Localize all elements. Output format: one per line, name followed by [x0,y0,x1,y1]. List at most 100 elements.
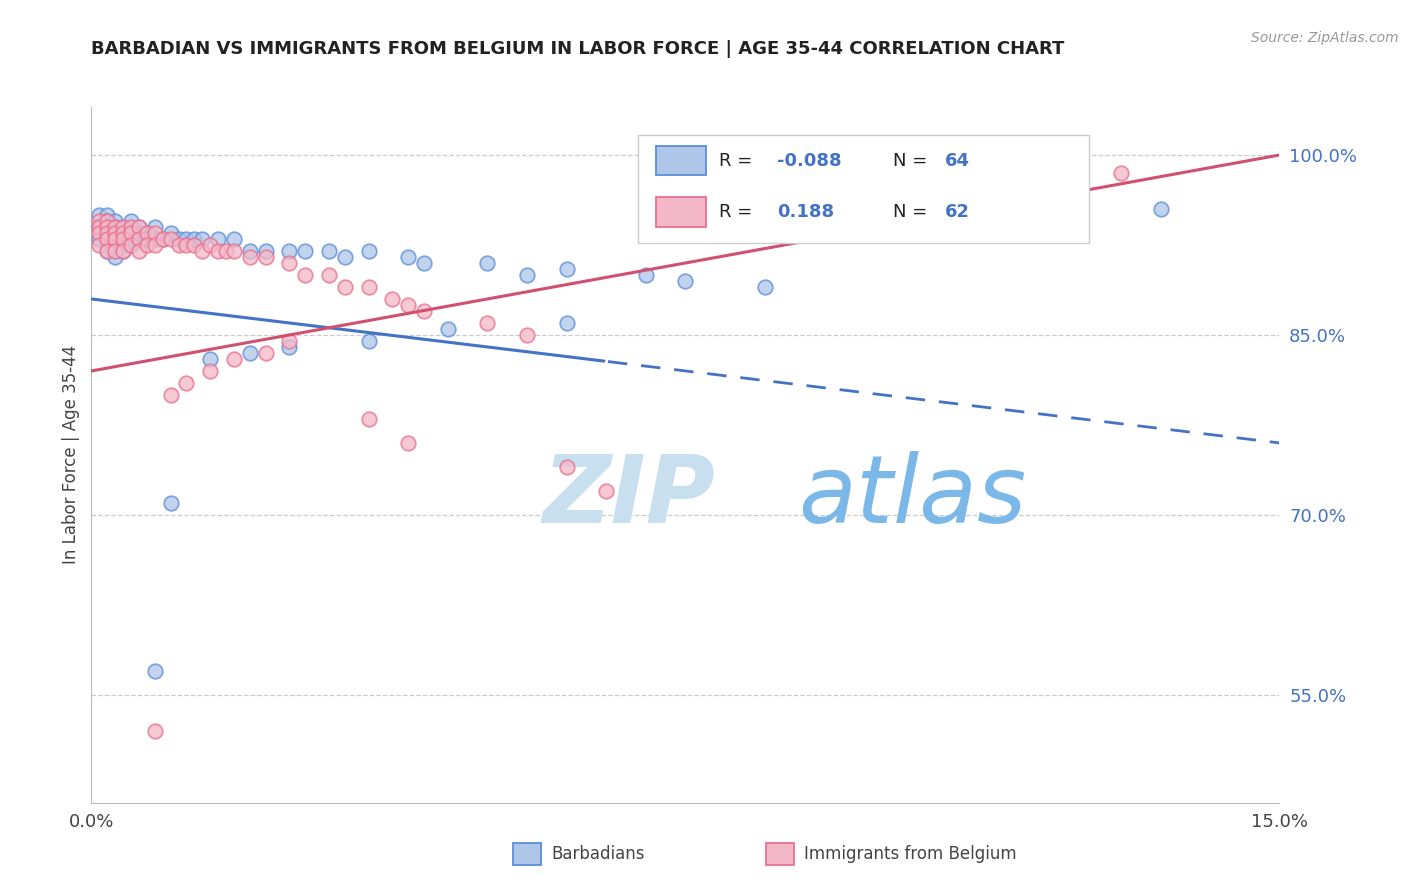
Point [183,232,205,246]
Point [167,238,190,252]
Point [516,268,538,282]
FancyBboxPatch shape [655,197,706,227]
Text: N =: N = [893,152,934,169]
Point [96,226,118,240]
Point [104,214,127,228]
Point [96,232,118,246]
Point [555,262,578,277]
Point [191,244,214,258]
Point [143,664,166,678]
Point [1109,166,1132,180]
Point [159,226,181,240]
Point [239,250,262,264]
Point [112,226,135,240]
Point [120,219,142,234]
Point [104,219,127,234]
Point [120,238,142,252]
Point [176,232,198,246]
Point [477,316,499,330]
Point [104,232,127,246]
Point [278,334,301,348]
Point [104,226,127,240]
Point [128,219,150,234]
Point [159,496,181,510]
Point [96,214,118,228]
Point [413,304,436,318]
Text: Barbadians: Barbadians [551,845,645,863]
Point [278,244,301,258]
Point [477,256,499,270]
Point [104,238,127,252]
Point [254,346,277,360]
Text: R =: R = [718,203,758,221]
Point [89,238,111,252]
Point [96,214,118,228]
Point [200,238,222,252]
Point [89,219,111,234]
Text: 62: 62 [945,203,969,221]
Point [104,232,127,246]
Point [143,226,166,240]
Point [176,238,198,252]
Point [357,334,380,348]
Point [294,244,316,258]
Point [135,226,157,240]
Point [333,250,356,264]
Point [294,268,316,282]
Point [191,232,214,246]
Point [112,219,135,234]
Point [96,232,118,246]
Point [112,232,135,246]
Point [673,274,696,288]
Point [112,238,135,252]
Point [96,208,118,222]
Point [112,244,135,258]
Point [128,232,150,246]
Point [96,244,118,258]
FancyBboxPatch shape [655,146,706,175]
Point [215,244,238,258]
Point [128,219,150,234]
Y-axis label: In Labor Force | Age 35-44: In Labor Force | Age 35-44 [62,345,80,565]
Point [413,256,436,270]
Point [96,244,118,258]
FancyBboxPatch shape [638,135,1090,243]
Point [120,214,142,228]
Point [200,364,222,378]
Point [120,226,142,240]
Point [159,232,181,246]
Point [104,219,127,234]
Point [135,226,157,240]
Point [112,232,135,246]
Point [754,280,776,294]
Point [128,244,150,258]
Point [128,226,150,240]
Text: atlas: atlas [799,451,1026,542]
Point [254,244,277,258]
Text: Immigrants from Belgium: Immigrants from Belgium [804,845,1017,863]
Point [555,459,578,474]
Point [135,238,157,252]
Point [381,292,404,306]
Point [555,316,578,330]
Point [183,238,205,252]
Text: 64: 64 [945,152,969,169]
Point [112,226,135,240]
Point [96,219,118,234]
Text: Source: ZipAtlas.com: Source: ZipAtlas.com [1251,31,1399,45]
Point [222,351,245,366]
Point [239,244,262,258]
Point [318,244,340,258]
Point [89,208,111,222]
Point [167,232,190,246]
Point [89,226,111,240]
Point [200,351,222,366]
Point [357,244,380,258]
Point [516,328,538,343]
Point [120,232,142,246]
Text: N =: N = [893,203,934,221]
Text: -0.088: -0.088 [778,152,842,169]
Point [357,412,380,426]
Point [143,232,166,246]
Point [104,226,127,240]
